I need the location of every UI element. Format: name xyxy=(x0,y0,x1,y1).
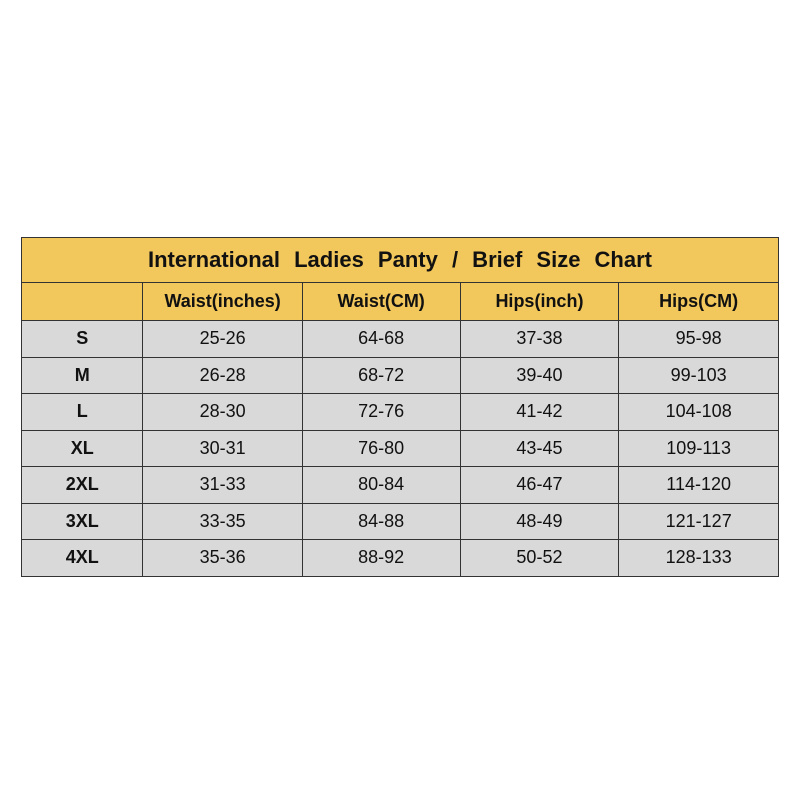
table-cell: 76-80 xyxy=(301,429,461,467)
table-cell: 37-38 xyxy=(459,320,620,358)
size-label: 4XL xyxy=(20,539,144,577)
chart-title: International Ladies Panty / Brief Size … xyxy=(21,237,779,283)
table-cell: 95-98 xyxy=(618,320,779,358)
column-header: Waist(CM) xyxy=(301,282,461,321)
table-cell: 64-68 xyxy=(301,320,461,358)
size-label: XL xyxy=(20,429,144,467)
column-header xyxy=(20,282,144,321)
table-cell: 25-26 xyxy=(142,320,303,358)
column-header: Hips(CM) xyxy=(618,282,779,321)
table-row: 3XL 33-35 84-88 48-49 121-127 xyxy=(20,502,779,540)
table-row: L 28-30 72-76 41-42 104-108 xyxy=(20,393,779,431)
column-header: Waist(inches) xyxy=(142,282,303,321)
table-cell: 104-108 xyxy=(618,393,779,431)
size-chart-table: International Ladies Panty / Brief Size … xyxy=(20,237,779,577)
table-cell: 26-28 xyxy=(142,356,303,394)
size-label: S xyxy=(20,320,144,358)
table-row: M 26-28 68-72 39-40 99-103 xyxy=(20,356,779,394)
table-cell: 109-113 xyxy=(618,429,779,467)
size-label: M xyxy=(20,356,144,394)
table-row: XL 30-31 76-80 43-45 109-113 xyxy=(20,429,779,467)
table-cell: 35-36 xyxy=(142,539,303,577)
table-cell: 80-84 xyxy=(301,466,461,504)
table-cell: 121-127 xyxy=(618,502,779,540)
table-cell: 31-33 xyxy=(142,466,303,504)
table-cell: 84-88 xyxy=(301,502,461,540)
table-cell: 50-52 xyxy=(459,539,620,577)
table-cell: 46-47 xyxy=(459,466,620,504)
table-cell: 33-35 xyxy=(142,502,303,540)
table-cell: 28-30 xyxy=(142,393,303,431)
table-cell: 41-42 xyxy=(459,393,620,431)
header-row: Waist(inches) Waist(CM) Hips(inch) Hips(CM) xyxy=(20,282,779,321)
column-header: Hips(inch) xyxy=(459,282,620,321)
table-cell: 72-76 xyxy=(301,393,461,431)
table-cell: 99-103 xyxy=(618,356,779,394)
table-cell: 68-72 xyxy=(301,356,461,394)
table-cell: 39-40 xyxy=(459,356,620,394)
size-label: 2XL xyxy=(20,466,144,504)
table-cell: 48-49 xyxy=(459,502,620,540)
table-row: 4XL 35-36 88-92 50-52 128-133 xyxy=(20,539,779,577)
table-row: 2XL 31-33 80-84 46-47 114-120 xyxy=(20,466,779,504)
table-cell: 128-133 xyxy=(618,539,779,577)
table-row: S 25-26 64-68 37-38 95-98 xyxy=(20,320,779,358)
table-cell: 43-45 xyxy=(459,429,620,467)
table-cell: 30-31 xyxy=(142,429,303,467)
table-cell: 88-92 xyxy=(301,539,461,577)
table-cell: 114-120 xyxy=(618,466,779,504)
size-label: 3XL xyxy=(20,502,144,540)
size-label: L xyxy=(20,393,144,431)
